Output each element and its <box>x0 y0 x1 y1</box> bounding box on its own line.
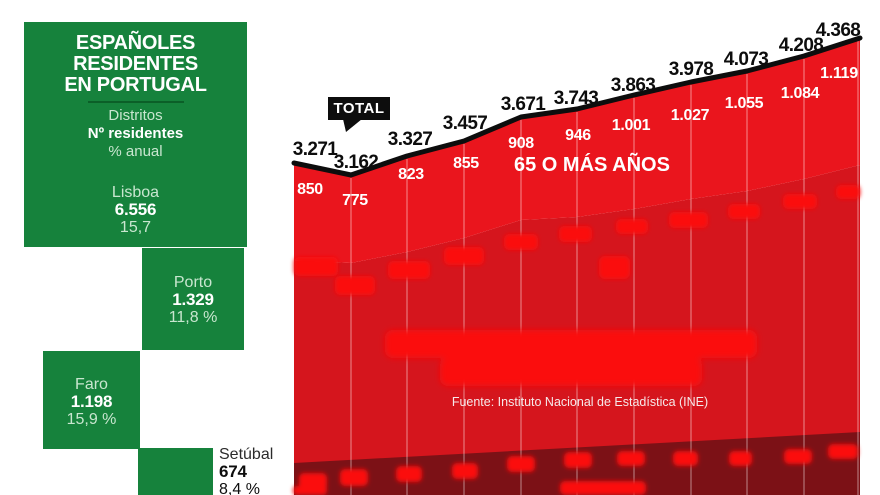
total-value-label: 3.327 <box>387 129 433 150</box>
district-faro-annual: 15,9 % <box>66 411 117 428</box>
source-label: Fuente: Instituto Nacional de Estadístic… <box>451 395 709 409</box>
district-porto-residents: 1.329 <box>172 290 214 309</box>
age65-value-label: 1.027 <box>670 107 710 124</box>
district-lisboa-annual: 15,7 <box>119 219 152 236</box>
district-setubal-text: Setúbal 674 8,4 % <box>219 446 273 495</box>
district-setubal-residents: 674 <box>219 462 247 481</box>
total-value-label: 4.208 <box>778 35 824 56</box>
panel-faro-box: Faro 1.198 15,9 % <box>43 351 140 449</box>
legend-residents: Nº residentes <box>87 125 184 142</box>
age65-value-label: 775 <box>342 192 368 209</box>
age65-value-label: 908 <box>508 135 534 152</box>
panel-setubal-box <box>138 448 213 495</box>
legend-districts: Distritos <box>108 107 163 124</box>
district-faro-name: Faro <box>75 376 108 393</box>
total-value-label: 3.162 <box>333 152 379 173</box>
age65-value-label: 823 <box>398 166 424 183</box>
age65-value-label: 1.001 <box>611 117 651 134</box>
legend-annual: % anual <box>108 143 163 160</box>
vertical-gridlines <box>350 41 859 495</box>
district-porto-annual: 11,8 % <box>168 309 218 326</box>
total-value-label: 4.073 <box>723 49 769 70</box>
total-value-label: 3.271 <box>292 139 338 160</box>
age65-value-label: 1.055 <box>724 95 764 112</box>
district-lisboa-name: Lisboa <box>111 184 160 201</box>
total-value-label: 3.671 <box>500 94 546 115</box>
total-value-label: 3.743 <box>553 88 599 109</box>
illegible-title-text <box>385 330 757 386</box>
total-value-label: 3.978 <box>668 59 714 80</box>
age-group-label: 65 O MÁS AÑOS <box>514 154 670 176</box>
total-value-label: 3.863 <box>610 75 656 96</box>
age65-value-label: 1.084 <box>780 85 820 102</box>
district-setubal-annual: 8,4 % <box>219 481 260 495</box>
panel-title: ESPAÑOLES RESIDENTES EN PORTUGAL <box>64 32 207 96</box>
illegible-bottom-band-labels <box>293 444 858 495</box>
illegible-middle-band-labels <box>294 185 860 295</box>
district-setubal-name: Setúbal <box>219 446 274 463</box>
age65-value-label: 850 <box>297 181 323 198</box>
panel-porto-box: Porto 1.329 11,8 % <box>142 248 244 350</box>
total-line <box>291 35 863 178</box>
total-badge-pointer-icon <box>343 119 362 132</box>
total-badge: TOTAL <box>328 97 390 120</box>
age65-value-label: 946 <box>565 127 591 144</box>
district-faro-residents: 1.198 <box>70 392 113 411</box>
panel-divider <box>87 101 184 103</box>
age65-value-label: 1.119 <box>820 65 858 82</box>
total-value-label: 4.368 <box>815 20 861 41</box>
age65-value-label: 855 <box>453 155 479 172</box>
panel-main-box: ESPAÑOLES RESIDENTES EN PORTUGAL Distrit… <box>24 22 247 247</box>
district-porto-name: Porto <box>173 274 213 291</box>
total-value-label: 3.457 <box>442 113 488 134</box>
district-lisboa-residents: 6.556 <box>114 200 157 219</box>
